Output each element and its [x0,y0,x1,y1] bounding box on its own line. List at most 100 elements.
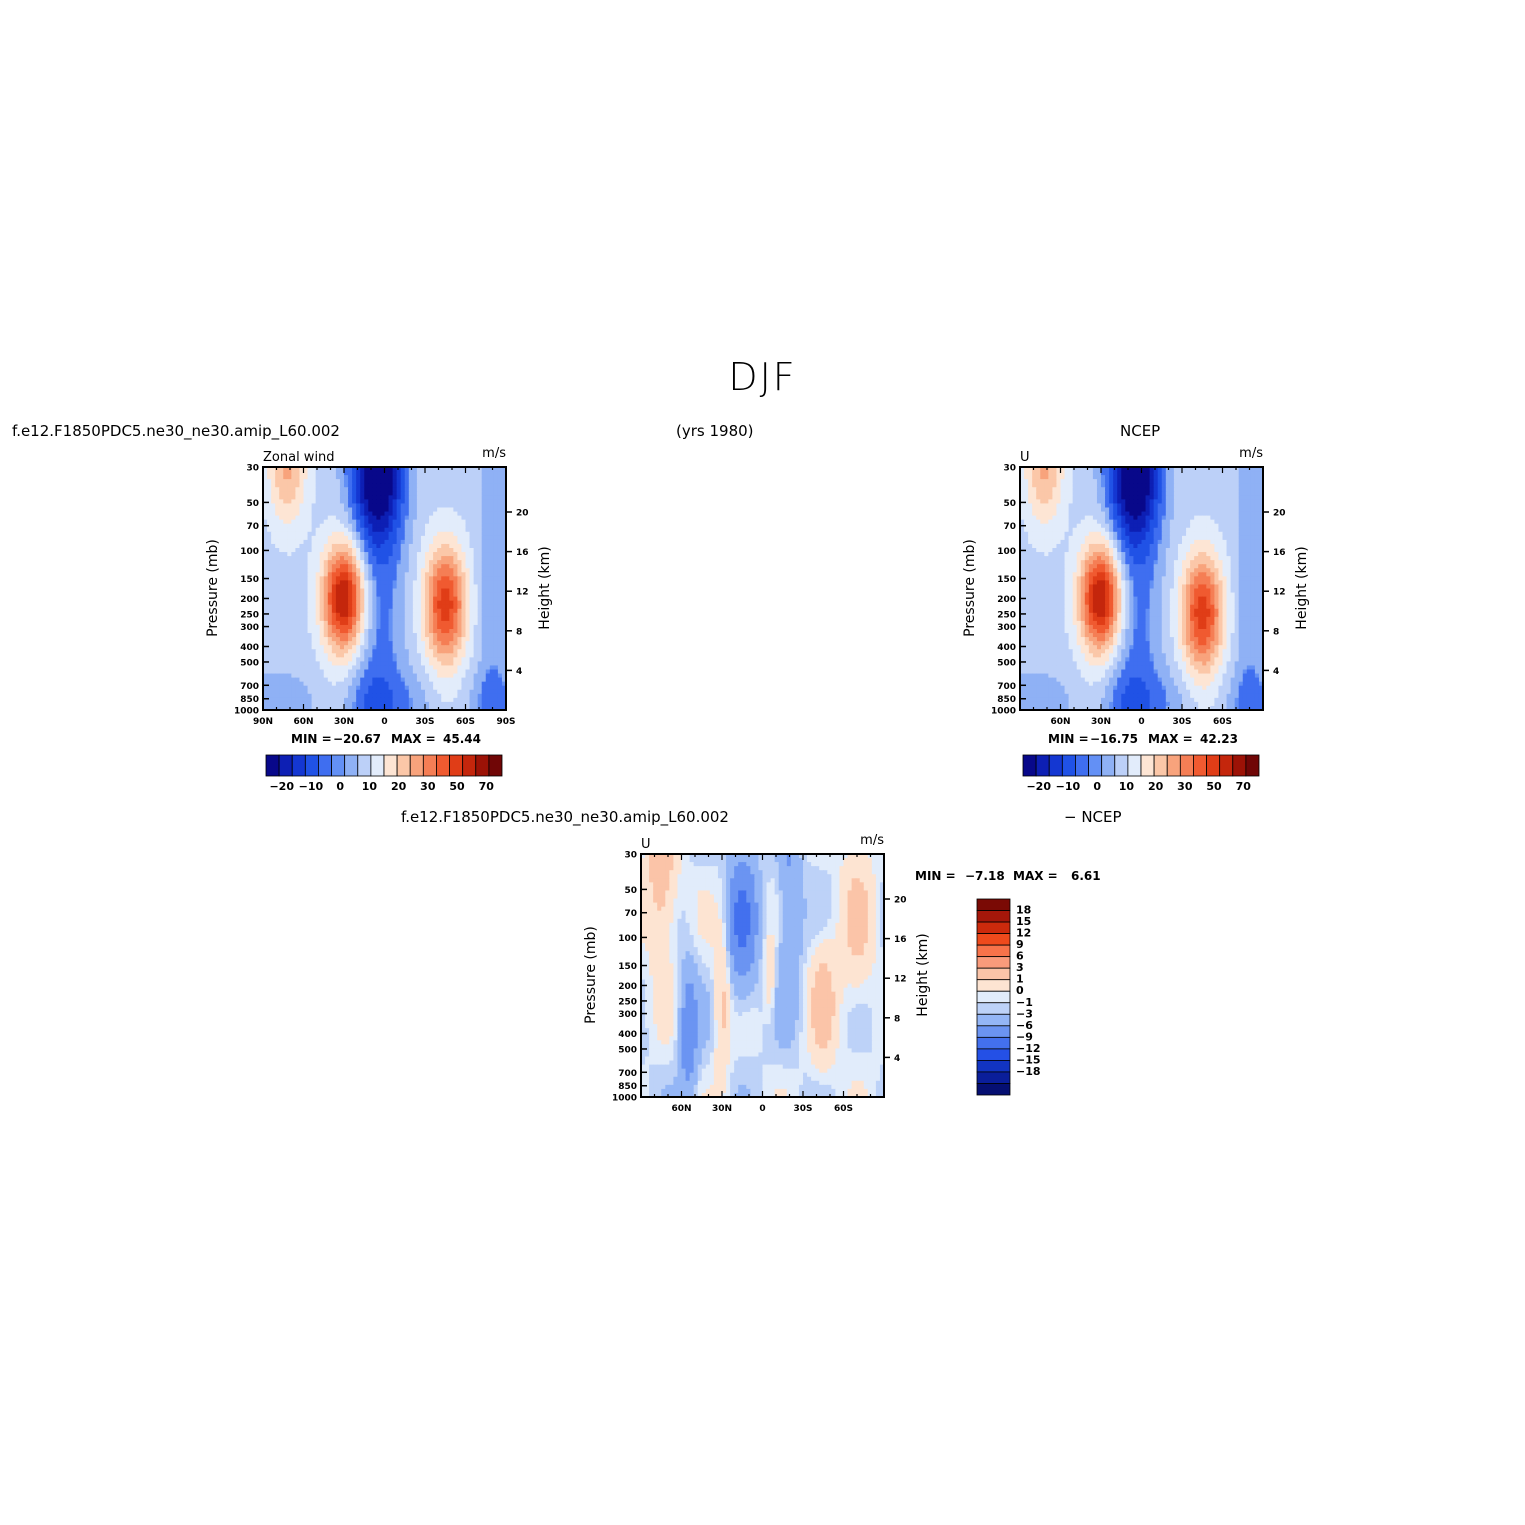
field-cell [1157,483,1163,488]
field-cell [315,673,321,679]
field-cell [1117,475,1122,480]
field-cell [465,697,471,703]
field-cell [501,624,506,630]
field-cell [384,677,390,683]
field-cell [356,665,361,671]
field-cell [449,548,454,553]
field-cell [1032,507,1037,513]
field-cell [388,669,394,675]
field-cell [360,548,365,553]
field-cell [1036,535,1041,541]
field-cell [279,535,284,541]
field-cell [1246,487,1252,492]
field-cell [465,624,471,630]
field-cell [477,483,483,488]
field-cell [437,685,442,691]
field-cell [425,543,430,549]
field-cell [420,633,426,638]
field-cell [319,535,325,541]
colorbar-box [344,754,359,777]
field-cell [372,661,377,667]
field-cell [453,604,458,610]
field-cell [344,661,349,667]
field-cell [376,543,382,549]
field-cell [437,673,442,679]
field-cell [1096,471,1102,476]
field-cell [1044,495,1049,500]
field-cell [1024,507,1029,513]
field-cell [271,507,276,513]
field-cell [485,669,491,675]
field-cell [299,543,305,549]
field-cell [445,641,450,646]
field-cell [339,612,345,618]
field-cell [1250,471,1256,476]
field-cell [299,600,305,606]
field-cell [1040,539,1045,545]
field-cell [429,685,434,691]
field-cell [384,539,390,545]
field-cell [275,701,280,707]
field-cell [339,649,345,654]
field-cell [1250,539,1256,545]
field-cell [356,588,361,594]
field-cell [1113,511,1118,517]
field-cell [429,552,434,557]
field-cell [1230,519,1236,525]
field-cell [1169,467,1175,472]
field-cell [299,685,305,691]
field-cell [291,523,296,529]
field-cell [344,515,349,521]
field-cell [344,471,349,476]
field-cell [364,620,369,626]
field-cell [433,665,438,671]
field-cell [437,543,442,549]
field-cell [1092,519,1098,525]
field-cell [441,531,446,537]
field-cell [396,693,402,699]
field-cell [1084,511,1090,517]
field-cell [1137,499,1143,505]
field-cell [429,527,434,533]
field-cell [429,543,434,549]
field-cell [299,483,305,488]
field-cell [348,556,353,561]
field-cell [348,677,353,683]
field-cell [473,608,479,614]
field-cell [1036,487,1041,492]
field-cell [1072,535,1078,541]
field-cell [279,600,284,606]
field-cell [497,685,503,691]
field-cell [380,616,386,622]
field-cell [368,608,373,614]
field-cell [1198,483,1203,488]
field-cell [1024,543,1029,549]
field-cell [1234,479,1240,484]
field-cell [287,539,292,545]
field-cell [364,689,369,695]
field-cell [420,483,426,488]
field-cell [1113,539,1118,545]
field-cell [1133,495,1139,500]
field-cell [461,677,467,683]
field-cell [384,633,390,638]
field-cell [1169,475,1175,480]
field-cell [283,665,288,671]
field-cell [501,471,506,476]
field-cell [275,576,280,581]
field-cell [497,637,503,642]
field-cell [420,560,426,565]
colorbar-box [304,754,319,777]
field-cell [331,697,337,703]
field-cell [1141,539,1147,545]
field-cell [485,600,491,606]
model-lat-ticks: 90N 60N 30N 0 30S 60S 90S [253,467,516,727]
field-cell [263,620,268,626]
field-cell [1210,487,1215,492]
field-cell [364,681,369,687]
field-cell [295,475,301,480]
colorbar-label: −10 [299,780,324,793]
field-cell [485,543,491,549]
field-cell [368,572,373,577]
field-cell [477,693,483,699]
